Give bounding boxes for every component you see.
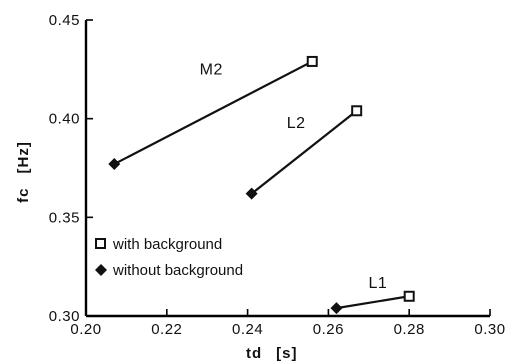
x-tick-label: 0.28: [394, 321, 425, 338]
legend-marker-with-background: [95, 238, 106, 249]
point-m2-with-background: [306, 55, 318, 67]
x-tick-label: 0.26: [313, 321, 344, 338]
y-tick-label: 0.40: [49, 111, 80, 128]
point-m2-without-background: [108, 158, 121, 171]
connector-l2: [250, 109, 358, 195]
x-tick-label: 0.24: [232, 321, 263, 338]
point-l2-without-background: [245, 187, 258, 200]
legend-marker-without-background: [95, 264, 107, 276]
connector-m2: [113, 60, 313, 166]
legend: with background without background: [95, 236, 243, 279]
x-tick-label: 0.30: [474, 321, 505, 338]
point-l2-with-background: [351, 105, 363, 117]
point-l1-with-background: [403, 290, 415, 302]
x-tick-label: 0.22: [151, 321, 182, 338]
y-axis-title: fc[Hz]: [15, 141, 32, 203]
ticks-layer: 0.20 0.22 0.24 0.26 0.28 0.30 0.30 0.35 0.40 0.45: [49, 12, 505, 338]
y-tick-label: 0.45: [49, 12, 80, 29]
series-label-l1: L1: [368, 275, 387, 292]
series-label-l2: L2: [287, 115, 306, 132]
series-label-m2: M2: [200, 62, 223, 79]
lines-layer: [113, 60, 410, 310]
y-tick-label: 0.30: [49, 308, 80, 325]
markers-layer: [108, 55, 415, 315]
x-tick-label: 0.20: [70, 321, 101, 338]
connector-l1: [336, 295, 410, 310]
point-l1-without-background: [330, 302, 343, 315]
labels-layer: M2 L2 L1: [200, 62, 387, 292]
legend-label-with-background: with background: [112, 236, 222, 253]
y-tick-label: 0.35: [49, 209, 80, 226]
x-axis-title: td [s]: [246, 345, 298, 362]
legend-label-without-background: without background: [112, 262, 243, 279]
